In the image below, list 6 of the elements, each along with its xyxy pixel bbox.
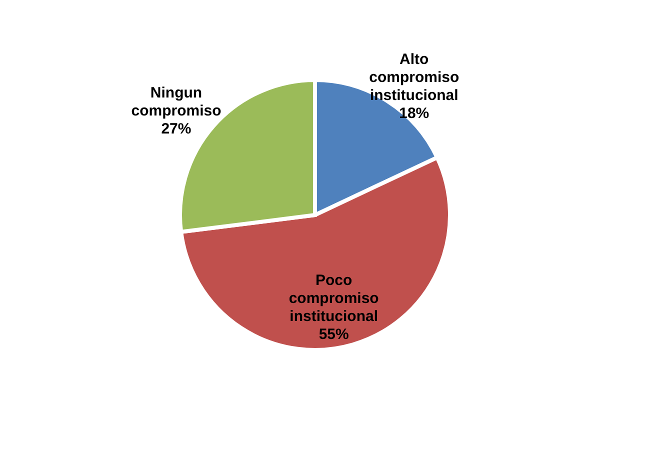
data-label: 55% — [318, 326, 349, 343]
slice-label: Alto compromiso institucional — [369, 50, 460, 104]
slice-label: Poco compromiso institucional — [288, 272, 379, 325]
data-label: 27% — [161, 120, 192, 138]
slice-label: Ningun compromiso — [131, 84, 222, 120]
data-label: 18% — [399, 104, 430, 122]
